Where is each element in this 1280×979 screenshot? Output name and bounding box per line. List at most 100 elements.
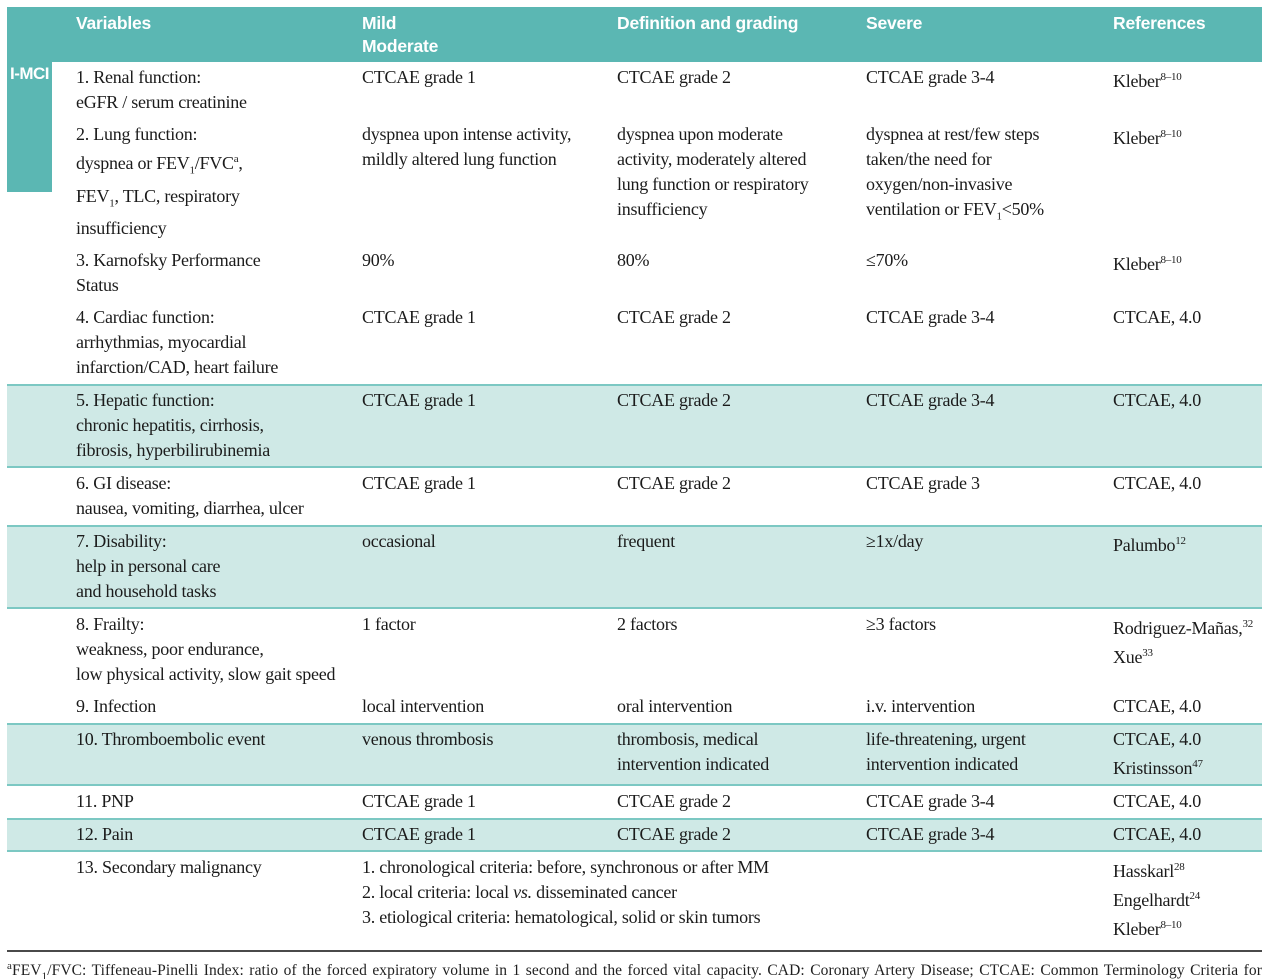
cell-definition: frequent (617, 531, 675, 552)
cell-mild-moderate: local intervention (362, 696, 484, 717)
cell-references: Kleber8–10 (1113, 71, 1182, 91)
table-body: 1. Renal function: eGFR / serum creatinin… (7, 62, 1262, 946)
cell-severe: dyspnea at rest/few steps taken/the need … (866, 124, 1044, 223)
table-row: 1. Renal function: eGFR / serum creatinin… (7, 62, 1262, 119)
cell-severe: CTCAE grade 3-4 (866, 791, 995, 812)
cell-references: CTCAE, 4.0 (1113, 824, 1202, 845)
row-gutter (7, 691, 76, 723)
cell-severe: ≥1x/day (866, 531, 924, 552)
cell-severe: CTCAE grade 3-4 (866, 67, 995, 87)
cell-severe: i.v. intervention (866, 696, 976, 717)
cell-variable: 5. Hepatic function: chronic hepatitis, c… (76, 390, 270, 461)
cell-references: CTCAE, 4.0 (1113, 390, 1202, 411)
cell-mild-moderate: occasional (362, 531, 436, 552)
table-row: 9. Infection local intervention oral inter… (7, 691, 1262, 723)
cell-variable: 6. GI disease: nausea, vomiting, diarrhea… (76, 473, 304, 519)
row-gutter (7, 527, 76, 607)
cell-references: CTCAE, 4.0 (1113, 791, 1202, 812)
table-row: 4. Cardiac function: arrhythmias, myocard… (7, 302, 1262, 384)
cell-references: CTCAE, 4.0 (1113, 473, 1202, 494)
table-header-row: Variables Mild Moderate Definition and gr… (7, 7, 1262, 62)
row-gutter (7, 852, 76, 946)
cell-mild-moderate: CTCAE grade 1 (362, 67, 476, 87)
cell-references: CTCAE, 4.0 (1113, 307, 1202, 328)
table-row: 3. Karnofsky Performance Status 90% 80% ≤70%… (7, 245, 1262, 302)
cell-variable: 13. Secondary malignancy (76, 857, 262, 878)
table-row: 12. Pain CTCAE grade 1 CTCAE grade 2 CTCAE … (7, 818, 1262, 853)
cell-severe: ≤70% (866, 250, 908, 271)
cell-variable: 7. Disability: help in personal care and h… (76, 531, 221, 602)
footnote-divider (7, 950, 1262, 953)
cell-mild-moderate: CTCAE grade 1 (362, 307, 476, 328)
cell-definition: oral intervention (617, 696, 733, 717)
row-gutter (7, 725, 76, 784)
cell-references: Palumbo12 (1113, 535, 1186, 556)
cell-definition: CTCAE grade 2 (617, 390, 731, 411)
table-row: 5. Hepatic function: chronic hepatitis, c… (7, 384, 1262, 469)
row-gutter (7, 786, 76, 818)
cell-definition: CTCAE grade 2 (617, 307, 731, 328)
cell-mild-moderate: venous thrombosis (362, 729, 494, 750)
cell-definition: CTCAE grade 2 (617, 824, 731, 845)
cell-severe: ≥3 factors (866, 614, 936, 635)
col-header-references: References (1113, 13, 1206, 33)
row-gutter (7, 245, 76, 302)
col-header-variables: Variables (76, 13, 152, 33)
table-row: 11. PNP CTCAE grade 1 CTCAE grade 2 CTCAE g… (7, 786, 1262, 818)
cell-mild-moderate: CTCAE grade 1 (362, 824, 476, 845)
cell-severe: CTCAE grade 3 (866, 473, 980, 494)
table-row: 13. Secondary malignancy 1. chronological… (7, 852, 1262, 946)
footnote-text: aFEV1/FVC: Tiffeneau-Pinelli Index: rati… (7, 960, 1262, 979)
cell-definition: CTCAE grade 2 (617, 473, 731, 494)
cell-definition: CTCAE grade 2 (617, 791, 731, 812)
col-header-severe: Severe (866, 13, 923, 33)
cell-severe: life-threatening, urgent intervention ind… (866, 729, 1026, 775)
col-header-definition-grading: Definition and grading (617, 13, 799, 33)
row-gutter (7, 609, 76, 691)
imci-label: I-MCI (9, 64, 50, 83)
imci-index-tab: I-MCI (7, 7, 52, 192)
cell-mild-moderate: 1 factor (362, 614, 416, 635)
row-gutter (7, 820, 76, 850)
cell-definition: 80% (617, 250, 650, 271)
table-row: 10. Thromboembolic event venous thrombosi… (7, 723, 1262, 787)
cell-variable: 9. Infection (76, 696, 156, 717)
cell-definition: dyspnea upon moderate activity, moderatel… (617, 124, 809, 219)
cell-variable: 8. Frailty: weakness, poor endurance, low … (76, 614, 336, 685)
cell-definition: thrombosis, medical intervention indicate… (617, 729, 769, 775)
cell-variable: 4. Cardiac function: arrhythmias, myocard… (76, 307, 279, 378)
table-row: 6. GI disease: nausea, vomiting, diarrhea… (7, 468, 1262, 525)
cell-references: CTCAE, 4.0 Kristinsson47 (1113, 729, 1203, 779)
table-row: 8. Frailty: weakness, poor endurance, low … (7, 609, 1262, 691)
cell-variable: 3. Karnofsky Performance Status (76, 250, 261, 296)
cell-references: Rodriguez-Mañas,32 Xue33 (1113, 618, 1253, 668)
cell-severe: CTCAE grade 3-4 (866, 307, 995, 328)
cell-severe: CTCAE grade 3-4 (866, 390, 995, 411)
cell-definition: CTCAE grade 2 (617, 67, 731, 87)
col-header-mild-moderate: Mild Moderate (362, 13, 439, 56)
cell-mild-moderate: CTCAE grade 1 (362, 791, 476, 812)
cell-mild-moderate: dyspnea upon intense activity, mildly alt… (362, 124, 572, 169)
cell-definition-span: 1. chronological criteria: before, synch… (362, 857, 769, 928)
cell-references: Kleber8–10 (1113, 128, 1182, 148)
cell-variable: 2. Lung function: dyspnea or FEV1/FVCa, FE… (76, 124, 243, 239)
cell-variable: 11. PNP (76, 791, 134, 812)
table-row: 7. Disability: help in personal care and h… (7, 525, 1262, 610)
cell-references: Kleber8–10 (1113, 254, 1182, 275)
row-gutter (7, 386, 76, 466)
cell-references: CTCAE, 4.0 (1113, 696, 1202, 717)
cell-mild-moderate: 90% (362, 250, 395, 271)
cell-variable: 1. Renal function: eGFR / serum creatinin… (76, 67, 247, 112)
row-gutter (7, 302, 76, 384)
cell-variable: 12. Pain (76, 824, 134, 845)
cell-references: Hasskarl28 Engelhardt24 Kleber8–10 (1113, 861, 1200, 940)
comorbidity-table: Variables Mild Moderate Definition and gr… (7, 7, 1262, 979)
cell-variable: 10. Thromboembolic event (76, 729, 266, 750)
cell-definition: 2 factors (617, 614, 678, 635)
cell-severe: CTCAE grade 3-4 (866, 824, 995, 845)
table-row: 2. Lung function: dyspnea or FEV1/FVCa, FE… (7, 119, 1262, 245)
cell-mild-moderate: CTCAE grade 1 (362, 473, 476, 494)
row-gutter (7, 468, 76, 525)
cell-mild-moderate: CTCAE grade 1 (362, 390, 476, 411)
